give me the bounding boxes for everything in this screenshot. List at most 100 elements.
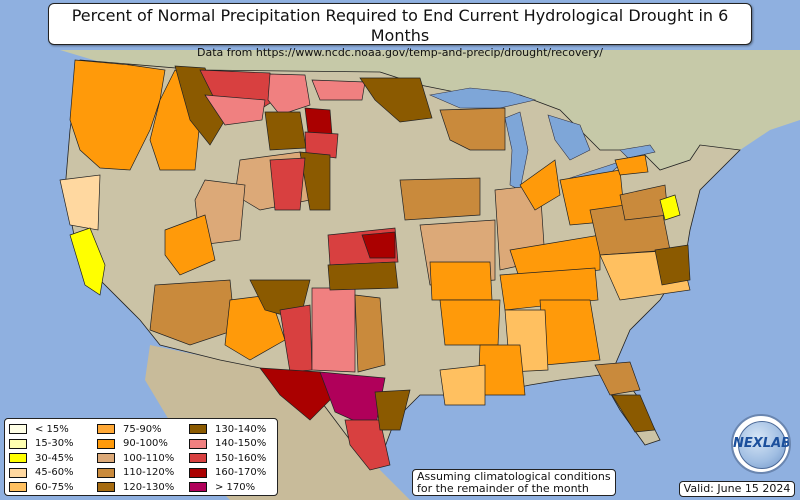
region-iowa <box>399 177 481 221</box>
legend-item: 140-150% <box>189 437 266 452</box>
legend-label: 90-100% <box>123 438 168 450</box>
legend-label: 150-160% <box>215 452 267 464</box>
legend: < 15% 15-30% 30-45% 45-60% 60-75% 75-90%… <box>4 418 278 496</box>
legend-column-3: 130-140% 140-150% 150-160% 160-170% > 17… <box>189 422 266 495</box>
legend-swatch <box>189 467 207 478</box>
legend-label: 75-90% <box>123 423 162 435</box>
region-new-york <box>614 154 649 176</box>
region-georgia <box>539 299 601 366</box>
logo-text: NEXLAB <box>733 436 791 451</box>
map-subtitle: Data from https://www.ncdc.noaa.gov/temp… <box>197 46 603 59</box>
region-wisconsin <box>439 107 506 151</box>
legend-swatch <box>189 482 207 493</box>
region-pacific-northwest <box>69 59 166 171</box>
legend-item: 45-60% <box>9 466 74 481</box>
legend-swatch <box>9 424 27 435</box>
legend-column-1: < 15% 15-30% 30-45% 45-60% 60-75% <box>9 422 74 495</box>
legend-label: 100-110% <box>123 452 175 464</box>
drought-regions <box>59 59 691 471</box>
region-dakota-pink <box>267 73 311 116</box>
region-texas-pink <box>311 287 356 373</box>
note-box: Assuming climatological conditions for t… <box>412 469 616 496</box>
legend-item: < 15% <box>9 422 74 437</box>
legend-swatch <box>97 424 115 435</box>
region-tennessee <box>499 267 599 311</box>
region-california-north <box>59 174 101 231</box>
region-missouri-orange <box>429 261 493 301</box>
region-oklahoma-brown <box>327 261 399 291</box>
nexlab-logo: NEXLAB <box>731 414 791 474</box>
region-dakota-darkred <box>304 107 333 136</box>
region-louisiana <box>439 364 486 406</box>
legend-item: 150-160% <box>189 451 266 466</box>
region-arizona <box>149 279 236 346</box>
legend-item: > 170% <box>189 480 266 495</box>
region-florida-north <box>594 361 641 396</box>
legend-label: 130-140% <box>215 423 267 435</box>
legend-item: 60-75% <box>9 480 74 495</box>
legend-item: 120-130% <box>97 480 174 495</box>
legend-swatch <box>97 467 115 478</box>
legend-swatch <box>97 482 115 493</box>
region-indiana <box>519 159 561 211</box>
legend-swatch <box>97 438 115 449</box>
region-minnesota-brown <box>359 77 433 123</box>
region-dakota-east-pink <box>311 79 366 101</box>
region-texas-brown <box>354 294 386 373</box>
legend-item: 160-170% <box>189 466 266 481</box>
note-line-1: Assuming climatological conditions <box>417 470 611 483</box>
legend-swatch <box>189 453 207 464</box>
lake-huron <box>547 114 591 161</box>
lake-superior <box>428 87 537 109</box>
note-line-2: for the remainder of the month <box>417 482 589 495</box>
region-florida-south <box>611 394 656 433</box>
map-title: Percent of Normal Precipitation Required… <box>71 6 729 45</box>
region-arkansas <box>439 299 501 346</box>
region-texas-coast <box>344 419 391 471</box>
region-north-carolina-brown <box>654 244 691 286</box>
legend-label: > 170% <box>215 481 256 493</box>
legend-swatch <box>9 438 27 449</box>
legend-item: 30-45% <box>9 451 74 466</box>
legend-label: < 15% <box>35 423 69 435</box>
region-california-central <box>69 227 106 296</box>
legend-label: 45-60% <box>35 467 74 479</box>
legend-swatch <box>9 453 27 464</box>
legend-swatch <box>9 467 27 478</box>
legend-item: 15-30% <box>9 437 74 452</box>
region-texas-south-darkred <box>259 367 336 421</box>
legend-label: 160-170% <box>215 467 267 479</box>
legend-swatch <box>189 438 207 449</box>
legend-label: 110-120% <box>123 467 175 479</box>
region-nebraska-red <box>304 131 339 159</box>
region-montana-west <box>174 65 226 146</box>
region-wyoming-brown <box>264 111 307 151</box>
region-delmarva-yellow <box>659 194 681 221</box>
region-kansas-darkred <box>361 231 396 259</box>
legend-item: 90-100% <box>97 437 174 452</box>
region-texas-east-brown <box>374 389 411 431</box>
canada-landmass <box>60 50 800 170</box>
region-kentucky <box>509 234 601 281</box>
title-box: Percent of Normal Precipitation Required… <box>48 3 752 59</box>
legend-label: 140-150% <box>215 438 267 450</box>
legend-item: 130-140% <box>189 422 266 437</box>
lake-ontario <box>619 144 656 159</box>
legend-swatch <box>97 453 115 464</box>
legend-item: 110-120% <box>97 466 174 481</box>
legend-label: 120-130% <box>123 481 175 493</box>
legend-column-2: 75-90% 90-100% 100-110% 110-120% 120-130… <box>97 422 174 495</box>
region-montana-pink <box>204 94 266 126</box>
globe-icon <box>738 421 786 469</box>
legend-swatch <box>9 482 27 493</box>
valid-date-box: Valid: June 15 2024 <box>679 481 795 497</box>
legend-label: 15-30% <box>35 438 74 450</box>
region-wyoming-red <box>269 157 306 211</box>
region-colorado-brown <box>299 151 331 211</box>
legend-label: 30-45% <box>35 452 74 464</box>
legend-swatch <box>189 424 207 435</box>
region-nevada <box>164 214 216 276</box>
legend-label: 60-75% <box>35 481 74 493</box>
legend-item: 100-110% <box>97 451 174 466</box>
